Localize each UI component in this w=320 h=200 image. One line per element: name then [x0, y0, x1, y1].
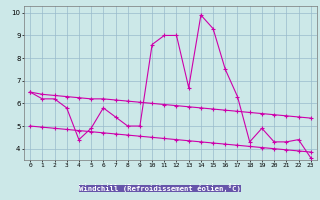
Text: Windchill (Refroidissement éolien,°C): Windchill (Refroidissement éolien,°C) — [79, 184, 241, 192]
Text: Windchill (Refroidissement éolien,°C): Windchill (Refroidissement éolien,°C) — [79, 184, 241, 190]
